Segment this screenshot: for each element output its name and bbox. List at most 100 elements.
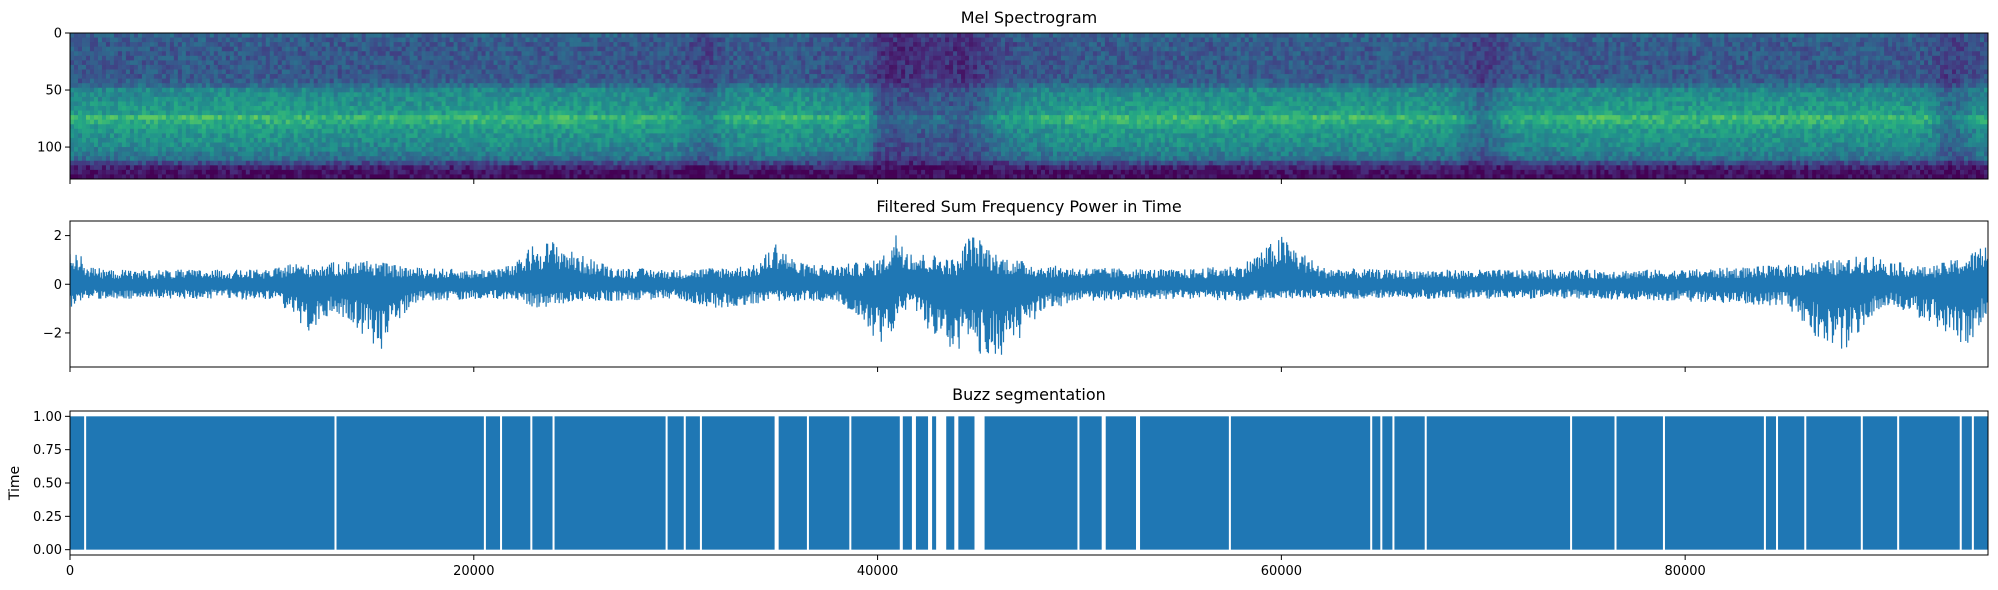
spectrogram-cell xyxy=(261,151,267,157)
spectrogram-cell xyxy=(321,74,327,80)
spectrogram-cell xyxy=(653,92,658,98)
spectrogram-cell xyxy=(545,165,551,171)
spectrogram-cell xyxy=(577,151,583,157)
spectrogram-cell xyxy=(329,55,335,61)
spectrogram-cell xyxy=(205,64,211,71)
spectrogram-cell xyxy=(389,128,395,134)
spectrogram-cell xyxy=(633,55,639,61)
spectrogram-cell xyxy=(441,78,447,84)
spectrogram-cell xyxy=(617,124,623,130)
spectrogram-cell xyxy=(169,92,175,98)
spectrogram-cell xyxy=(317,37,323,43)
spectrogram-cell xyxy=(153,87,159,93)
spectrogram-cell xyxy=(301,83,307,89)
spectrogram-cell xyxy=(533,37,539,43)
spectrogram-cell xyxy=(537,156,543,162)
spectrogram-cell xyxy=(385,87,391,93)
spectrogram-cell xyxy=(89,174,95,179)
spectrogram-cell xyxy=(173,169,179,176)
spectrogram-cell xyxy=(309,169,315,176)
spectrogram-cell xyxy=(601,142,607,148)
spectrogram-cell xyxy=(585,60,591,66)
spectrogram-cell xyxy=(541,115,547,121)
spectrogram-cell xyxy=(569,78,575,84)
spectrogram-cell xyxy=(357,33,363,39)
spectrogram-cell xyxy=(117,37,123,43)
spectrogram-cell xyxy=(169,78,175,84)
spectrogram-cell xyxy=(141,137,147,144)
spectrogram-cell xyxy=(89,37,95,43)
spectrogram-cell xyxy=(461,156,467,162)
spectrogram-cell xyxy=(261,46,267,52)
spectrogram-cell xyxy=(341,174,347,179)
spectrogram-cell xyxy=(237,115,243,121)
spectrogram-cell xyxy=(313,151,319,157)
spectrogram-cell xyxy=(537,174,543,179)
spectrogram-cell xyxy=(197,37,203,43)
spectrogram-cell xyxy=(277,174,283,179)
spectrogram-cell xyxy=(613,101,619,107)
spectrogram-cell xyxy=(685,37,690,43)
spectrogram-cell xyxy=(253,174,259,179)
spectrogram-cell xyxy=(377,160,383,166)
spectrogram-cell xyxy=(421,137,427,144)
spectrogram-cell xyxy=(573,147,579,153)
spectrogram-cell xyxy=(309,74,315,80)
spectrogram-cell xyxy=(633,60,639,66)
spectrogram-cell xyxy=(165,37,171,43)
spectrogram-cell xyxy=(357,74,363,80)
spectrogram-cell xyxy=(581,55,587,61)
spectrogram-cell xyxy=(593,147,599,153)
spectrogram-cell xyxy=(137,42,143,48)
spectrogram-cell xyxy=(193,78,199,84)
spectrogram-cell xyxy=(185,151,191,157)
spectrogram-cell xyxy=(273,64,279,71)
spectrogram-cell xyxy=(133,83,139,89)
spectrogram-cell xyxy=(221,115,227,121)
spectrogram-cell xyxy=(505,92,511,98)
spectrogram-cell xyxy=(585,151,591,157)
spectrogram-cell xyxy=(445,37,451,43)
spectrogram-cell xyxy=(385,160,391,166)
spectrogram-cell xyxy=(417,96,423,103)
spectrogram-cell xyxy=(637,174,643,179)
spectrogram-cell xyxy=(613,106,619,112)
spectrogram-cell xyxy=(669,128,674,134)
spectrogram-cell xyxy=(329,137,335,144)
spectrogram-cell xyxy=(553,78,559,84)
spectrogram-cell xyxy=(509,133,515,139)
spectrogram-cell xyxy=(265,133,271,139)
spectrogram-cell xyxy=(521,160,527,166)
spectrogram-cell xyxy=(197,46,203,52)
spectrogram-cell xyxy=(281,51,287,57)
spectrogram-cell xyxy=(193,115,199,121)
spectrogram-cell xyxy=(665,165,670,171)
spectrogram-cell xyxy=(685,106,690,112)
spectrogram-cell xyxy=(585,33,591,39)
spectrogram-cell xyxy=(285,69,291,75)
spectrogram-cell xyxy=(321,51,327,57)
spectrogram-cell xyxy=(649,69,654,75)
spectrogram-cell xyxy=(217,87,223,93)
spectrogram-cell xyxy=(473,169,479,176)
spectrogram-cell xyxy=(229,60,235,66)
spectrogram-cell xyxy=(337,74,343,80)
spectrogram-cell xyxy=(381,115,387,121)
spectrogram-cell xyxy=(269,165,275,171)
spectrogram-cell xyxy=(193,46,199,52)
spectrogram-cell xyxy=(377,119,383,125)
spectrogram-cell xyxy=(237,37,243,43)
spectrogram-cell xyxy=(89,60,95,66)
spectrogram-cell xyxy=(377,46,383,52)
spectrogram-cell xyxy=(153,165,159,171)
spectrogram-cell xyxy=(309,151,315,157)
spectrogram-cell xyxy=(229,106,235,112)
spectrogram-cell xyxy=(85,165,91,171)
spectrogram-cell xyxy=(609,169,615,176)
spectrogram-cell xyxy=(165,64,171,71)
spectrogram-cell xyxy=(137,51,143,57)
spectrogram-cell xyxy=(281,92,287,98)
spectrogram-cell xyxy=(105,92,111,98)
spectrogram-cell xyxy=(397,60,403,66)
spectrogram-cell xyxy=(305,87,311,93)
